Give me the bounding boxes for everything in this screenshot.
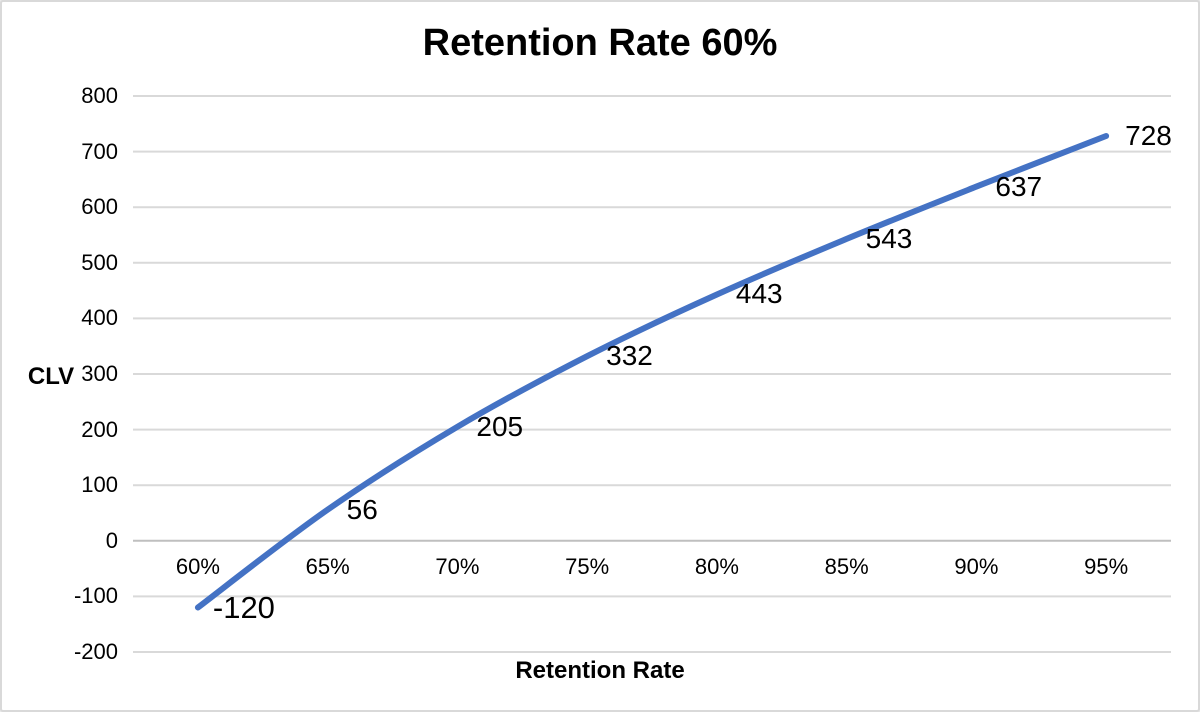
y-tick-label: 300: [81, 361, 118, 386]
y-tick-label: 700: [81, 138, 118, 164]
x-tick-label: 90%: [954, 553, 999, 579]
x-tick-label: 75%: [565, 553, 610, 579]
data-label: 637: [995, 170, 1043, 202]
data-label: 443: [735, 278, 783, 310]
x-tick-label: 70%: [435, 553, 480, 579]
y-tick-label: 0: [105, 527, 118, 553]
x-tick-label: 95%: [1084, 553, 1129, 579]
data-label: 728: [1125, 120, 1172, 152]
y-tick-label: -100: [73, 583, 118, 609]
x-axis-title: Retention Rate: [515, 657, 685, 684]
y-tick-label: 200: [81, 416, 118, 442]
series-line: [194, 133, 1110, 611]
x-tick-label: 60%: [175, 553, 220, 579]
y-tick-label: 800: [81, 83, 118, 108]
data-label: 56: [346, 493, 378, 525]
y-axis-title: CLV: [27, 363, 75, 390]
y-tick-label: 400: [81, 305, 118, 331]
clv-series-path: [194, 133, 1110, 611]
data-label: -120: [212, 589, 275, 625]
y-tick-label: 500: [81, 249, 118, 275]
data-label: 543: [865, 222, 913, 254]
x-tick-label: 80%: [694, 553, 739, 579]
data-label: 332: [606, 340, 653, 372]
y-tick-label: 100: [81, 472, 118, 498]
x-tick-label: 65%: [305, 553, 350, 579]
y-tick-label: 600: [81, 194, 118, 220]
x-tick-label: 85%: [824, 553, 869, 579]
data-label: 205: [476, 410, 524, 442]
gridlines: [133, 95, 1171, 653]
y-tick-label: -200: [73, 639, 118, 664]
chart-title: Retention Rate 60%: [422, 22, 778, 64]
